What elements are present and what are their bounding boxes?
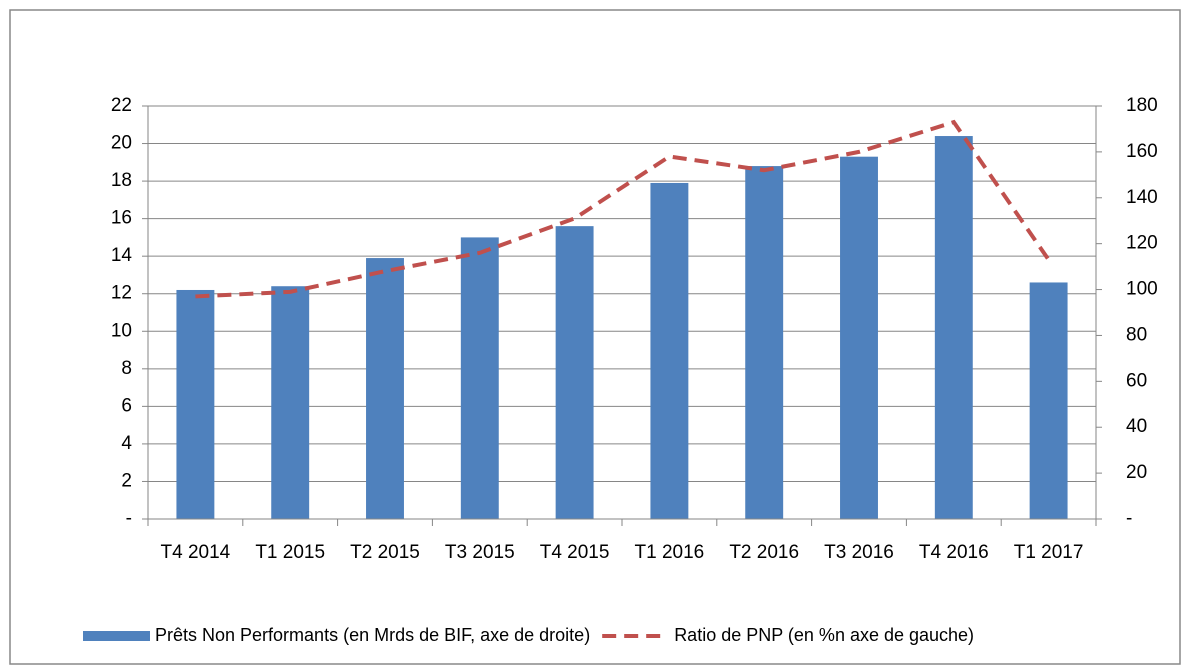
x-tick-label: T1 2015: [255, 542, 325, 563]
x-tick-label: T4 2016: [919, 542, 989, 563]
x-tick-label: T4 2014: [161, 542, 231, 563]
legend-swatch: [83, 631, 150, 641]
y2-tick-label: 160: [1126, 141, 1158, 162]
y-tick-label: 12: [111, 283, 132, 304]
y2-tick-label: -: [1126, 508, 1132, 529]
bar: [271, 286, 310, 519]
y2-tick-label: 120: [1126, 233, 1158, 254]
y2-tick-label: 140: [1126, 187, 1158, 208]
line: [195, 119, 1051, 299]
legend-label: Prêts Non Performants (en Mrds de BIF, a…: [155, 625, 590, 645]
y2-tick-label: 60: [1126, 370, 1147, 391]
y-tick-label: 10: [111, 320, 132, 341]
bar: [176, 289, 215, 519]
x-tick-label: T2 2015: [350, 542, 420, 563]
y-tick-label: 22: [111, 95, 132, 116]
y2-tick-label: 40: [1126, 416, 1147, 437]
y-tick-label: 4: [121, 433, 132, 454]
bar: [934, 136, 973, 519]
y-tick-label: 8: [121, 358, 132, 379]
y-tick-label: 14: [111, 245, 133, 266]
y-tick-label: -: [126, 508, 132, 529]
y-tick-label: 2: [121, 470, 132, 491]
bar: [555, 226, 594, 520]
x-tick-label: T1 2016: [635, 542, 705, 563]
x-tick-label: T4 2015: [540, 542, 610, 563]
x-tick-label: T3 2016: [824, 542, 894, 563]
bar: [1029, 282, 1068, 519]
y-tick-label: 18: [111, 170, 132, 191]
legend-label: Ratio de PNP (en %n axe de gauche): [674, 625, 974, 645]
x-tick-label: T1 2017: [1014, 542, 1084, 563]
bar: [650, 182, 689, 519]
y2-tick-label: 180: [1126, 95, 1158, 116]
y-tick-label: 20: [111, 133, 132, 154]
y2-tick-label: 20: [1126, 462, 1147, 483]
y-tick-label: 6: [121, 395, 132, 416]
x-tick-label: T2 2016: [729, 542, 799, 563]
x-tick-label: T3 2015: [445, 542, 515, 563]
bar: [840, 156, 878, 519]
bar: [366, 258, 404, 519]
y2-tick-label: 100: [1126, 279, 1158, 300]
bar: [745, 166, 784, 519]
y2-tick-label: 80: [1126, 324, 1147, 345]
bar: [460, 237, 499, 519]
y-tick-label: 16: [111, 208, 132, 229]
